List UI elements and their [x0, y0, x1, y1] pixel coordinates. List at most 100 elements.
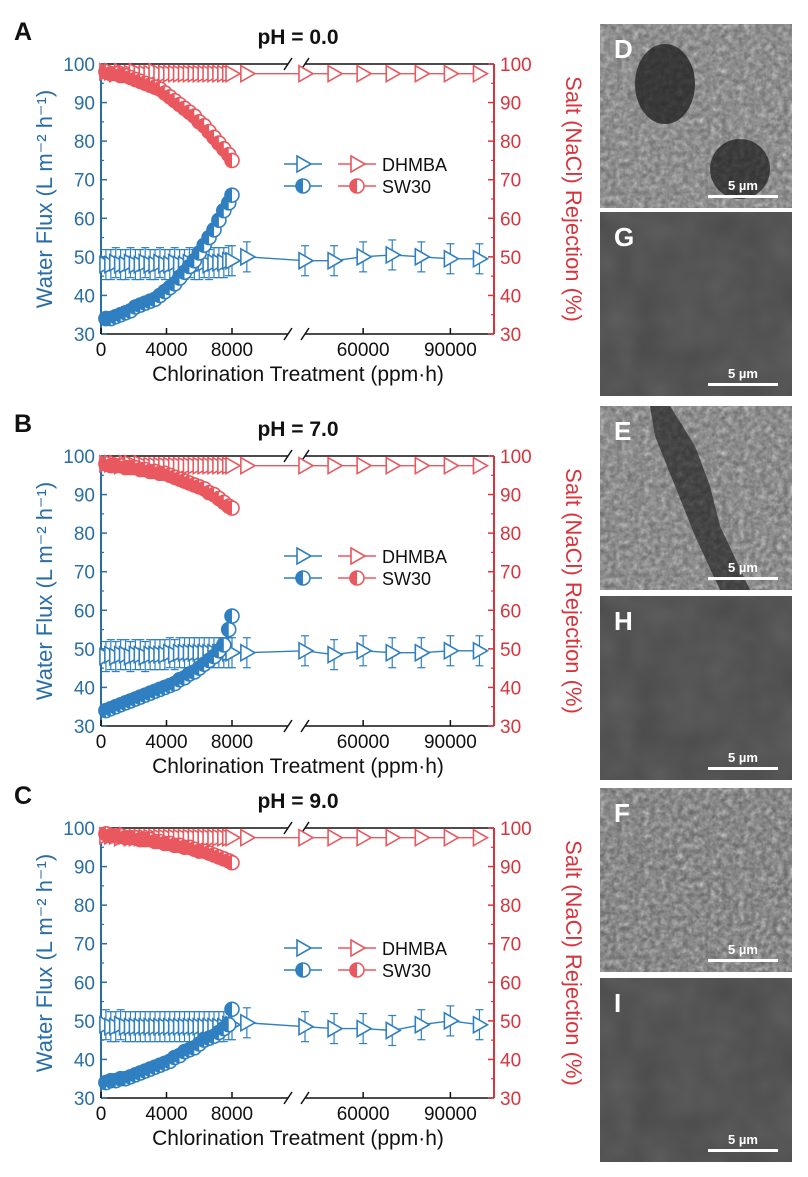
data-point — [443, 249, 460, 269]
data-point — [356, 456, 373, 476]
scale-bar: 5 µm — [708, 942, 778, 962]
legend-label: DHMBA — [382, 547, 447, 567]
legend-marker — [296, 546, 313, 566]
scale-bar: 5 µm — [708, 1132, 778, 1152]
sem-texture — [600, 788, 792, 972]
data-point-fill — [225, 855, 232, 870]
right-tick-label: 80 — [500, 132, 521, 153]
data-point-fill — [216, 203, 224, 218]
series-sw30-right — [98, 825, 240, 871]
legend-marker — [350, 154, 367, 174]
panel-label: D — [614, 34, 633, 64]
data-point — [414, 456, 431, 476]
left-tick-label: 90 — [74, 94, 95, 115]
data-point — [298, 456, 315, 476]
right-tick-label: 40 — [500, 1050, 521, 1071]
data-point — [240, 456, 257, 476]
left-tick-label: 90 — [74, 486, 95, 507]
data-point-fill — [221, 1017, 229, 1032]
axis-break-mark — [300, 327, 310, 341]
legend-marker-fill — [296, 963, 303, 977]
chart-title: pH = 0.0 — [257, 26, 338, 49]
data-point — [327, 64, 344, 84]
data-point-fill — [192, 246, 200, 260]
data-point — [414, 643, 431, 663]
series-sw30-left — [98, 187, 240, 327]
axis-break-mark — [300, 719, 310, 733]
data-point — [414, 247, 431, 267]
left-tick-label: 40 — [74, 678, 95, 699]
left-tick-label: 70 — [74, 563, 95, 584]
panel-label: G — [614, 222, 635, 252]
x-tick-label: 60000 — [337, 340, 390, 361]
data-point — [356, 247, 373, 267]
left-tick-label: 40 — [74, 1050, 95, 1071]
data-point — [298, 64, 315, 84]
left-tick-label: 50 — [74, 640, 95, 661]
right-tick-label: 30 — [500, 717, 521, 738]
data-point — [356, 641, 373, 661]
data-point — [414, 828, 431, 848]
data-point-fill — [211, 213, 219, 228]
axis-break-mark — [283, 719, 293, 733]
left-tick-label: 100 — [63, 447, 95, 468]
right-tick-label: 60 — [500, 973, 521, 994]
legend-marker — [296, 154, 313, 174]
x-tick-label: 8000 — [211, 1104, 253, 1125]
panel-label: C — [14, 782, 32, 810]
legend-marker-fill — [350, 571, 357, 585]
chart-title: pH = 7.0 — [257, 418, 338, 441]
data-point-fill — [225, 609, 232, 624]
data-point — [443, 828, 460, 848]
x-tick-label: 8000 — [211, 340, 253, 361]
sem-image-f: F 5 µm — [600, 788, 792, 972]
left-tick-label: 60 — [74, 601, 95, 622]
data-point — [356, 828, 373, 848]
scale-bar: 5 µm — [708, 750, 778, 770]
legend-marker-fill — [350, 963, 357, 977]
chart-title: pH = 9.0 — [257, 790, 338, 813]
data-point — [385, 1021, 402, 1040]
data-point — [385, 456, 402, 476]
axis-break-mark — [283, 1091, 293, 1105]
data-point — [356, 1019, 373, 1038]
data-point — [472, 249, 490, 269]
legend-label: DHMBA — [382, 939, 447, 959]
left-tick-label: 60 — [74, 209, 95, 230]
series-sw30-right — [98, 63, 240, 169]
right-tick-label: 100 — [500, 819, 532, 840]
data-point — [385, 643, 402, 663]
left-tick-label: 50 — [74, 1012, 95, 1033]
legend-label: DHMBA — [382, 155, 447, 175]
right-tick-label: 80 — [500, 896, 521, 917]
panel-label: E — [614, 416, 632, 446]
left-tick-label: 80 — [74, 524, 95, 545]
data-point-fill — [221, 622, 229, 637]
data-point — [472, 64, 490, 84]
right-tick-label: 70 — [500, 171, 521, 192]
panel-label: F — [614, 798, 630, 828]
x-tick-label: 90000 — [424, 732, 477, 753]
x-tick-label: 60000 — [337, 732, 390, 753]
left-tick-label: 80 — [74, 896, 95, 917]
series-dhmba-right — [99, 62, 490, 84]
data-point — [327, 456, 344, 476]
data-point — [240, 64, 257, 84]
left-tick-label: 70 — [74, 935, 95, 956]
left-tick-label: 70 — [74, 171, 95, 192]
data-point — [298, 1017, 315, 1037]
x-axis-label: Chlorination Treatment (ppm·h) — [152, 1127, 444, 1150]
legend-marker — [350, 938, 367, 958]
axis-break-mark — [283, 57, 293, 71]
x-axis-label: Chlorination Treatment (ppm·h) — [152, 755, 444, 778]
right-tick-label: 60 — [500, 601, 521, 622]
right-tick-label: 30 — [500, 325, 521, 346]
data-point — [225, 828, 242, 848]
data-point-fill — [202, 230, 210, 245]
right-tick-label: 90 — [500, 486, 521, 507]
legend-label: SW30 — [382, 569, 431, 589]
left-axis-label: Water Flux (L m⁻² h⁻¹) — [32, 854, 57, 1072]
x-tick-label: 0 — [96, 340, 107, 361]
